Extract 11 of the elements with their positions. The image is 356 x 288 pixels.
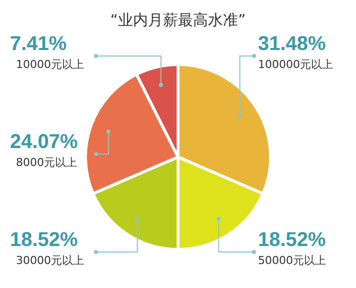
data-label: 31.48% — [258, 33, 326, 55]
slice-label: 10000元以上 — [16, 58, 84, 71]
data-label: 18.52% — [10, 229, 78, 251]
chart-title: “业内月薪最高水准” — [110, 10, 246, 29]
data-label: 24.07% — [10, 131, 78, 153]
data-label: 7.41% — [10, 33, 67, 55]
slice-label: 50000元以上 — [258, 254, 326, 267]
data-label: 18.52% — [258, 229, 326, 251]
slice-label: 30000元以上 — [16, 254, 84, 267]
slice-label: 8000元以上 — [16, 156, 77, 169]
slice-label: 100000元以上 — [258, 58, 333, 71]
